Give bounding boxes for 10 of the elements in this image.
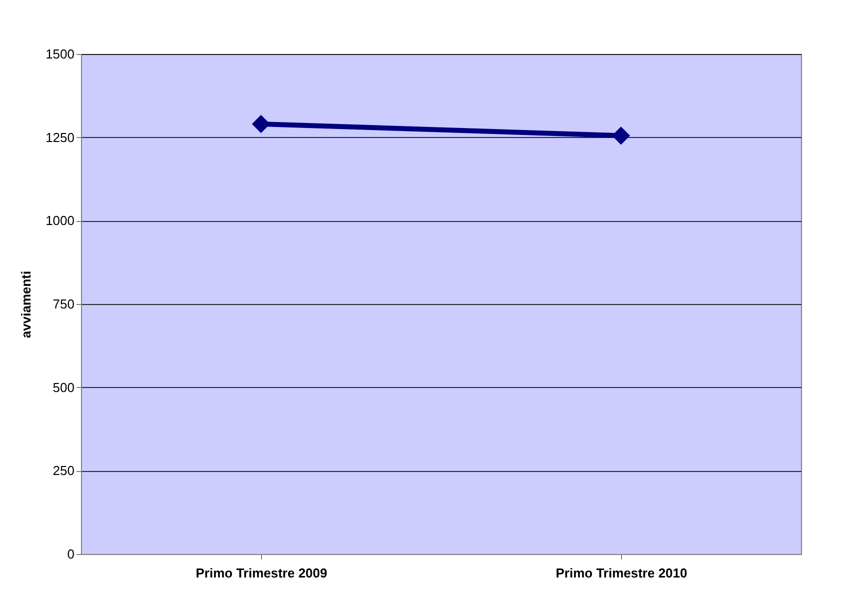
y-tick-label: 250 bbox=[52, 463, 74, 478]
y-tick-label: 1500 bbox=[46, 46, 74, 62]
x-tick-label: Primo Trimestre 2010 bbox=[556, 566, 688, 580]
y-tick-label: 750 bbox=[52, 296, 74, 312]
y-tick-label: 500 bbox=[52, 380, 74, 395]
y-axis-title: avviamenti bbox=[18, 270, 34, 338]
y-tick-label: 1250 bbox=[46, 130, 74, 145]
x-tick-label: Primo Trimestre 2009 bbox=[196, 566, 328, 580]
y-tick-label: 0 bbox=[67, 546, 74, 562]
y-tick-label: 1000 bbox=[46, 213, 74, 228]
